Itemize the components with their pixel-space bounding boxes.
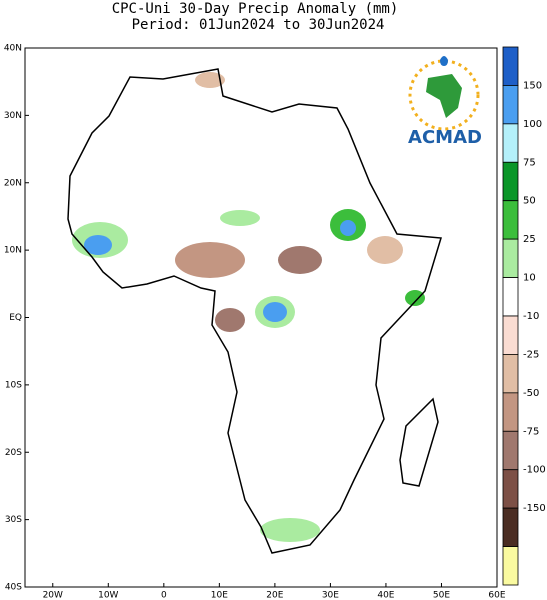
title: CPC-Uni 30-Day Precip Anomaly (mm) <box>112 1 399 17</box>
x-tick-label: 10W <box>98 591 118 600</box>
y-tick-label: 10S <box>5 380 22 390</box>
colorbar-label: 75 <box>523 157 536 168</box>
y-tick-label: 30N <box>4 111 22 121</box>
colorbar-swatch <box>502 546 519 586</box>
y-tick-label: 30S <box>5 515 22 525</box>
y-tick-label: 20N <box>4 178 22 188</box>
colorbar-label: -10 <box>523 311 539 322</box>
x-tick-label: 0 <box>161 591 167 600</box>
x-tick-label: 10E <box>211 591 228 600</box>
colorbar-label: 150 <box>523 80 542 91</box>
colorbar-swatch <box>502 85 519 125</box>
colorbar-label: 10 <box>523 273 536 284</box>
colorbar-swatch <box>502 277 519 317</box>
colorbar-label: -75 <box>523 426 539 437</box>
x-tick-label: 50E <box>433 591 450 600</box>
colorbar-swatch <box>502 430 519 471</box>
logo-text: ACMAD <box>408 127 482 148</box>
y-tick-label: EQ <box>9 313 22 323</box>
colorbar-label: -150 <box>523 503 546 514</box>
colorbar-swatch <box>502 123 519 163</box>
colorbar-swatch <box>502 46 519 86</box>
subtitle: Period: 01Jun2024 to 30Jun2024 <box>132 17 385 33</box>
colorbar-swatch <box>502 469 519 509</box>
colorbar-swatch <box>502 200 519 240</box>
y-tick-label: 20S <box>5 448 22 458</box>
colorbar-label: 50 <box>523 196 536 207</box>
x-tick-label: 30E <box>322 591 339 600</box>
africa-outline <box>67 68 442 554</box>
colorbar-label: -25 <box>523 349 539 360</box>
y-tick-label: 40S <box>5 583 22 593</box>
colorbar-label: -100 <box>523 465 546 476</box>
logo: ACMAD <box>408 56 482 148</box>
colorbar-swatch <box>502 315 519 355</box>
colorbar-swatch <box>502 392 519 432</box>
colorbar-label: 25 <box>523 234 536 245</box>
madagascar-outline <box>399 397 439 487</box>
x-tick-label: 40E <box>377 591 394 600</box>
colorbar-swatch <box>502 238 519 278</box>
colorbar-swatch <box>502 161 519 202</box>
colorbar-label: -50 <box>523 388 539 399</box>
y-tick-label: 10N <box>4 246 22 256</box>
colorbar-label: 100 <box>523 119 542 130</box>
colorbar-swatch <box>502 354 519 394</box>
x-tick-label: 60E <box>488 591 505 600</box>
x-tick-label: 20E <box>266 591 283 600</box>
x-tick-label: 20W <box>43 591 63 600</box>
colorbar-swatch <box>502 507 519 547</box>
y-tick-label: 40N <box>4 44 22 54</box>
